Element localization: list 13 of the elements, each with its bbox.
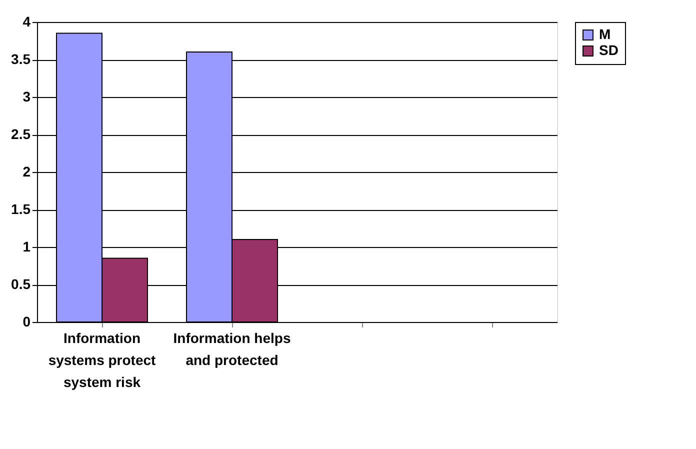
y-tick-label: 0: [22, 314, 31, 330]
y-tick-label: 1.5: [11, 201, 31, 217]
y-tick-label: 0.5: [11, 276, 31, 292]
y-tick-label: 1: [22, 238, 31, 254]
legend-label: SD: [599, 42, 618, 58]
y-tick-label: 4: [22, 14, 31, 30]
x-tick-label: Information helps and protected: [173, 330, 291, 368]
legend-label: M: [599, 26, 611, 42]
y-tick-label: 3.5: [11, 51, 31, 67]
y-tick-label: 2.5: [11, 126, 31, 142]
y-tick-label: 2: [22, 164, 31, 180]
y-tick-label: 3: [22, 88, 31, 104]
x-tick-label: Information systems protect system risk: [48, 330, 156, 390]
